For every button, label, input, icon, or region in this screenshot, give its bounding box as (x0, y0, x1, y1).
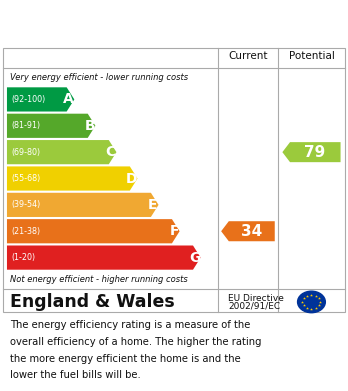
Text: B: B (85, 119, 95, 133)
Text: Current: Current (228, 52, 268, 61)
Text: EU Directive: EU Directive (228, 294, 284, 303)
Text: overall efficiency of a home. The higher the rating: overall efficiency of a home. The higher… (10, 337, 262, 347)
Text: A: A (63, 92, 74, 106)
Polygon shape (282, 142, 341, 162)
Polygon shape (7, 246, 201, 270)
Text: D: D (126, 172, 138, 185)
Text: (21-38): (21-38) (11, 227, 40, 236)
Text: lower the fuel bills will be.: lower the fuel bills will be. (10, 370, 141, 380)
Text: (81-91): (81-91) (11, 121, 40, 130)
Text: Energy Efficiency Rating: Energy Efficiency Rating (9, 13, 249, 32)
Polygon shape (7, 114, 95, 138)
Circle shape (298, 291, 325, 313)
Text: 2002/91/EC: 2002/91/EC (228, 301, 280, 310)
Text: Very energy efficient - lower running costs: Very energy efficient - lower running co… (10, 73, 189, 82)
Text: 34: 34 (241, 224, 262, 239)
Text: C: C (106, 145, 116, 159)
Text: The energy efficiency rating is a measure of the: The energy efficiency rating is a measur… (10, 320, 251, 330)
Text: 79: 79 (304, 145, 326, 160)
Polygon shape (221, 221, 275, 241)
Text: Potential: Potential (288, 52, 334, 61)
Text: the more energy efficient the home is and the: the more energy efficient the home is an… (10, 353, 241, 364)
Polygon shape (7, 140, 117, 164)
Text: (69-80): (69-80) (11, 148, 40, 157)
Text: Not energy efficient - higher running costs: Not energy efficient - higher running co… (10, 275, 188, 284)
Text: (39-54): (39-54) (11, 200, 40, 209)
Text: E: E (148, 198, 158, 212)
Polygon shape (7, 87, 74, 111)
Polygon shape (7, 219, 180, 243)
Text: G: G (189, 251, 201, 265)
Text: (92-100): (92-100) (11, 95, 45, 104)
Polygon shape (7, 193, 159, 217)
Text: F: F (169, 224, 179, 238)
Text: (55-68): (55-68) (11, 174, 40, 183)
Text: England & Wales: England & Wales (10, 293, 175, 311)
Text: (1-20): (1-20) (11, 253, 35, 262)
Polygon shape (7, 167, 137, 191)
